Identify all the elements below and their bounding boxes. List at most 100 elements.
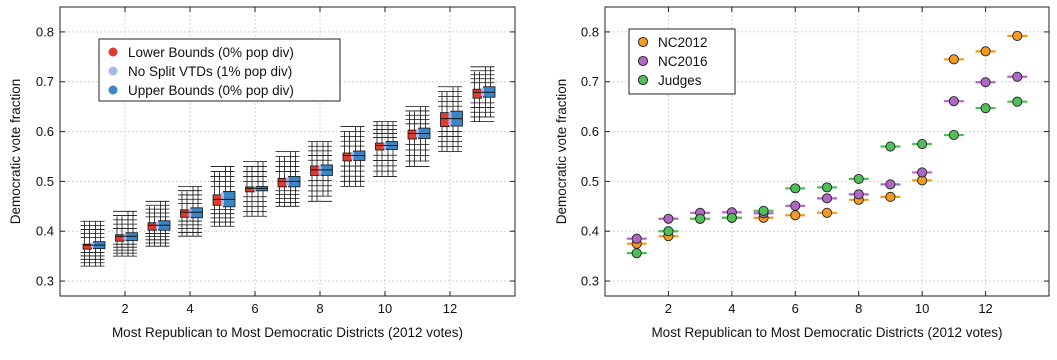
data-point [948, 96, 959, 107]
lower-bound-box [310, 165, 320, 176]
data-point [1012, 71, 1023, 82]
y-tick-label: 0.3 [36, 274, 54, 289]
legend-marker-1 [637, 55, 649, 67]
box-group-5 [210, 166, 236, 227]
plot-frame [59, 6, 516, 297]
lower-bound-box [212, 194, 222, 206]
data-point [790, 200, 801, 211]
data-point [758, 205, 769, 216]
legend-marker-1 [108, 66, 118, 76]
x-tick-label: 10 [378, 301, 392, 316]
plot-frame [604, 6, 1050, 297]
box-group-11 [405, 106, 431, 167]
data-point [980, 103, 991, 114]
data-point [948, 54, 959, 65]
box-group-13 [470, 66, 496, 123]
box-group-4 [178, 185, 203, 237]
y-tick-label: 0.4 [581, 224, 599, 239]
lower-bound-box [245, 186, 255, 193]
box-group-9 [340, 126, 366, 187]
box-group-7 [275, 151, 301, 207]
data-point [821, 207, 833, 218]
data-point [853, 173, 864, 184]
data-point [885, 191, 896, 202]
legend-label-1: NC2016 [658, 54, 708, 69]
x-axis-label: Most Republican to Most Democratic Distr… [112, 325, 463, 340]
data-point [1012, 96, 1023, 107]
lower-bound-box [115, 234, 125, 242]
box-group-1 [80, 220, 106, 267]
legend-box [98, 38, 341, 102]
y-tick-label: 0.8 [36, 24, 54, 39]
data-point [948, 130, 959, 141]
lower-bound-box [440, 112, 450, 127]
lower-bound-box [407, 129, 417, 140]
data-point [790, 183, 801, 194]
legend-marker-2 [108, 85, 118, 95]
legend-label-2: Upper Bounds (0% pop div) [128, 83, 294, 98]
lower-bound-box [472, 88, 482, 99]
data-point [695, 213, 706, 224]
data-point [853, 189, 864, 200]
legend-marker-2 [637, 74, 649, 86]
data-point [885, 179, 896, 190]
box-group-12 [438, 86, 463, 152]
data-point [726, 212, 737, 223]
x-tick-label: 6 [792, 301, 799, 316]
lower-bound-box [375, 142, 385, 151]
y-tick-label: 0.5 [36, 174, 54, 189]
legend-label-0: Lower Bounds (0% pop div) [128, 45, 294, 60]
legend-label-1: No Split VTDs (1% pop div) [128, 64, 292, 79]
data-point [885, 141, 896, 152]
y-tick-label: 0.4 [36, 224, 54, 239]
y-tick-label: 0.6 [36, 124, 54, 139]
x-tick-label: 2 [665, 301, 672, 316]
series-1 [626, 71, 1028, 244]
legend-marker-0 [637, 36, 649, 48]
data-point [663, 213, 674, 224]
x-tick-label: 8 [316, 301, 323, 316]
box-group-2 [113, 210, 138, 257]
lower-bound-box [147, 222, 157, 231]
x-tick-label: 10 [915, 301, 929, 316]
data-point [631, 248, 642, 259]
y-axis-label: Democratic vote fraction [8, 79, 23, 225]
y-tick-label: 0.6 [581, 124, 599, 139]
x-tick-label: 8 [855, 301, 862, 316]
x-tick-label: 12 [978, 301, 992, 316]
box-group-6 [243, 161, 268, 217]
lower-bound-box [180, 209, 190, 218]
legend-label-2: Judges [658, 73, 702, 88]
data-point [631, 233, 642, 244]
lower-bound-box [342, 152, 352, 162]
x-tick-label: 2 [121, 301, 128, 316]
box-group-8 [308, 141, 333, 202]
right-scatter-chart: 2 4 6 8 10 12 0.3 0.4 0.5 0.6 0.7 0.8 Most Republica… [554, 6, 1050, 340]
left-box-chart: 2 4 6 8 10 12 0.3 0.4 0.5 0.6 0.7 0.8 Most Republica… [8, 6, 516, 340]
legend: Lower Bounds (0% pop div) No Split VTDs (… [98, 38, 341, 102]
y-tick-label: 0.3 [581, 274, 599, 289]
data-point [663, 226, 674, 237]
y-axis-label: Democratic vote fraction [554, 79, 569, 225]
data-point [980, 46, 991, 57]
x-axis-label: Most Republican to Most Democratic Distr… [651, 325, 1002, 340]
y-tick-label: 0.7 [36, 74, 54, 89]
box-group-3 [145, 200, 171, 247]
legend-label-0: NC2012 [658, 35, 708, 50]
x-tick-label: 6 [251, 301, 258, 316]
data-point [1012, 30, 1023, 41]
series-2 [626, 96, 1028, 259]
x-tick-label: 12 [443, 301, 457, 316]
y-tick-label: 0.8 [581, 24, 599, 39]
x-tick-label: 4 [186, 301, 193, 316]
lower-bound-box [277, 178, 287, 188]
data-point [917, 167, 928, 178]
data-point [790, 210, 801, 221]
data-point [821, 182, 833, 193]
data-point [980, 77, 991, 88]
legend-marker-0 [108, 47, 118, 57]
y-tick-label: 0.5 [581, 174, 599, 189]
x-tick-label: 4 [728, 301, 735, 316]
data-point [917, 138, 928, 150]
